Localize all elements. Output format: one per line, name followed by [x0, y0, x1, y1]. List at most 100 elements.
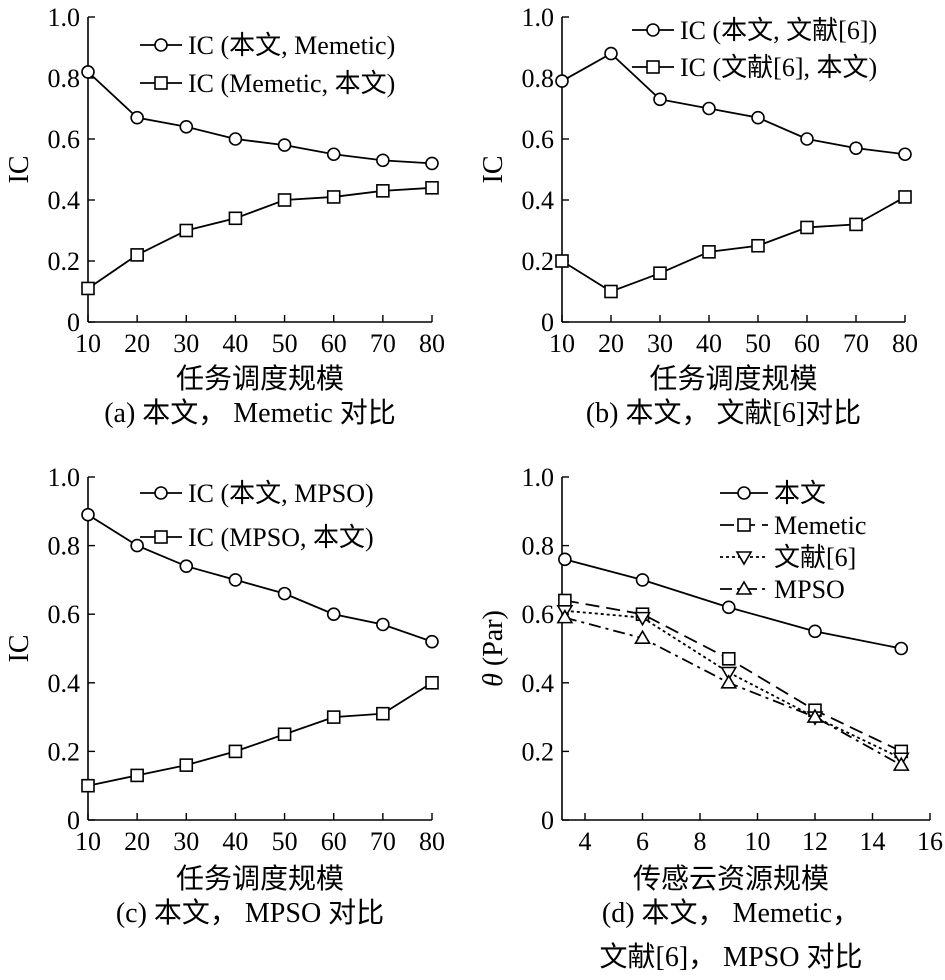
series-line	[561, 52, 906, 156]
data-point	[634, 611, 651, 627]
legend-label: IC (本文, 文献[6])	[680, 16, 877, 45]
x-tick-label: 50	[745, 329, 771, 358]
x-tick-label: 20	[124, 827, 150, 856]
legend-label: Memetic	[774, 511, 866, 540]
legend: IC (本文, Memetic) IC (Memetic, 本文)	[140, 31, 395, 98]
y-axis-label-unit: (Par)	[478, 610, 509, 673]
x-tick-label: 60	[321, 329, 347, 358]
chart-d: 0 0.2 0.4 0.6 0.8 1.0 4 6 8 10 12 14 16 传感云资源规模 θ (Par…	[478, 463, 943, 973]
x-tick-label: 14	[860, 827, 886, 856]
x-tick-label: 40	[696, 329, 722, 358]
data-point	[376, 706, 390, 721]
legend-label: IC (文献[6], 本文)	[680, 53, 877, 82]
x-tick-label: 6	[636, 827, 649, 856]
data-point	[808, 624, 822, 639]
data-point	[800, 220, 814, 235]
data-point	[179, 223, 194, 238]
legend-marker	[735, 551, 753, 566]
series-2	[81, 181, 439, 296]
x-tick-label: 80	[419, 827, 445, 856]
x-tick-label: 16	[917, 827, 943, 856]
y-tick-label: 0.8	[48, 532, 81, 561]
series-2	[81, 675, 439, 793]
data-point	[892, 756, 910, 771]
series-1	[81, 507, 439, 649]
data-point	[555, 74, 569, 88]
x-tick-label: 50	[272, 827, 298, 856]
data-point	[179, 758, 194, 772]
data-point	[376, 184, 390, 198]
x-axis-label: 任务调度规模	[176, 863, 344, 895]
chart-caption: 文献[6]， MPSO 对比	[600, 941, 863, 973]
data-point	[721, 651, 736, 666]
data-point	[720, 674, 738, 689]
y-tick-label: 1.0	[522, 3, 555, 32]
legend-label: IC (本文, Memetic)	[188, 31, 395, 60]
series-line	[564, 616, 902, 766]
x-tick-label: 70	[370, 827, 396, 856]
y-axis-label-symbol: θ	[478, 673, 509, 687]
x-tick-label: 40	[222, 827, 248, 856]
data-point	[277, 138, 292, 152]
data-point	[555, 254, 569, 268]
chart-b: 0 0.2 0.4 0.6 0.8 1.0 10 20 30 40 50 60 70 80 任务调度规模 IC…	[478, 3, 918, 429]
y-tick-label: 0.2	[522, 737, 555, 766]
y-axis-label: IC	[4, 156, 35, 184]
data-point	[277, 727, 292, 742]
legend-marker	[154, 486, 168, 500]
y-tick-label: 1.0	[522, 463, 555, 492]
data-point	[751, 110, 765, 125]
chart-caption: (d) 本文， Memetic，	[602, 897, 860, 929]
y-tick-label: 0.6	[522, 600, 555, 629]
legend-label: 本文	[774, 479, 826, 508]
y-tick-label: 0.2	[48, 247, 81, 276]
data-point	[179, 120, 194, 134]
data-point	[653, 92, 667, 107]
x-tick-label: 30	[173, 329, 199, 358]
x-tick-label: 80	[419, 329, 445, 358]
legend-marker	[154, 76, 168, 90]
legend: 本文 Memetic 文献[6] MPSO	[720, 479, 866, 604]
y-tick-label: 0.4	[48, 186, 81, 215]
legend-marker	[737, 486, 751, 500]
data-point	[81, 281, 95, 296]
x-tick-label: 12	[802, 827, 828, 856]
data-point	[425, 634, 439, 649]
series-line	[561, 196, 906, 293]
x-tick-label: 80	[892, 329, 918, 358]
data-point	[898, 190, 912, 204]
series-line	[564, 599, 902, 753]
x-tick-label: 60	[794, 329, 820, 358]
y-tick-label: 1.0	[48, 3, 81, 32]
y-tick-label: 0.2	[48, 737, 81, 766]
y-tick-label: 0.6	[48, 125, 81, 154]
data-point	[130, 538, 144, 553]
x-tick-label: 10	[745, 827, 771, 856]
y-tick-label: 0.4	[48, 669, 81, 698]
data-point	[558, 593, 572, 608]
x-tick-label: 30	[173, 827, 199, 856]
data-point	[228, 211, 243, 226]
data-point	[228, 744, 243, 759]
x-axis-label: 任务调度规模	[176, 363, 344, 395]
data-point	[751, 238, 765, 253]
data-point	[702, 245, 716, 259]
data-point	[425, 181, 439, 195]
y-tick-label: 0.4	[522, 186, 555, 215]
y-tick-label: 0.6	[48, 600, 81, 629]
data-point	[634, 629, 651, 645]
data-point	[326, 710, 341, 724]
legend-marker	[646, 23, 660, 37]
chart-c: 0 0.2 0.4 0.6 0.8 1.0 10 20 30 40 50 60 70 80 任务调度规模 IC…	[4, 463, 445, 929]
legend-label: IC (MPSO, 本文)	[188, 523, 374, 552]
series-1	[555, 46, 912, 162]
y-tick-label: 0.8	[48, 64, 81, 93]
data-point	[604, 46, 618, 61]
legend-marker	[737, 518, 751, 532]
y-tick-label: 1.0	[48, 463, 81, 492]
data-point	[326, 190, 341, 204]
x-axis-label: 传感云资源规模	[633, 863, 829, 895]
x-tick-label: 70	[370, 329, 396, 358]
legend-label: IC (Memetic, 本文)	[188, 69, 395, 98]
